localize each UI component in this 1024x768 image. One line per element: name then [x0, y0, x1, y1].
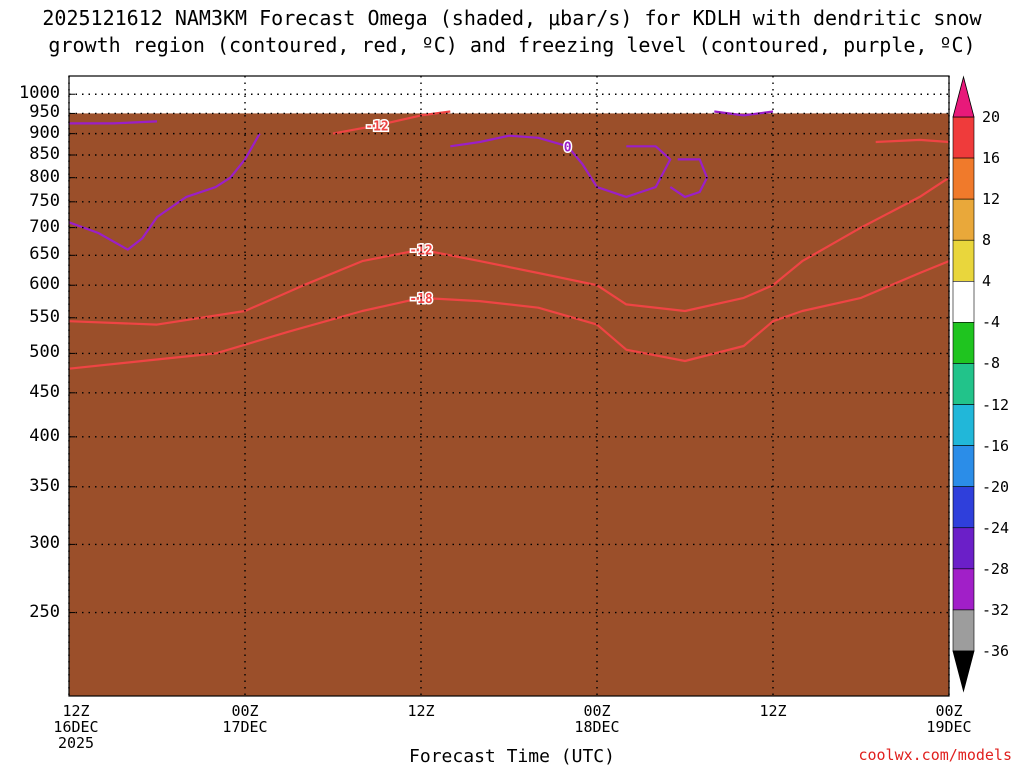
colorbar-bin--4-to-4 [952, 281, 975, 323]
y-tick-label-900: 900 [29, 122, 60, 143]
colorbar-label--20: -20 [982, 477, 1010, 496]
x-axis-title: Forecast Time (UTC) [409, 746, 615, 767]
colorbar-bottom-extension [952, 650, 975, 693]
colorbar-bin--28-to--24 [952, 527, 975, 570]
colorbar-label-16: 16 [982, 149, 1001, 168]
y-tick-label-500: 500 [29, 342, 60, 363]
x-tick-label-0: 12Z 16DEC 2025 [53, 702, 99, 752]
colorbar-bin-16-to-20 [952, 116, 975, 159]
y-tick-label-850: 850 [29, 144, 60, 164]
freezing-level-contour-2 [669, 158, 709, 198]
y-tick-label-800: 800 [29, 166, 60, 187]
x-tick-label-5: 00Z 19DEC [926, 702, 972, 736]
colorbar-bin--8-to--4 [952, 322, 975, 364]
colorbar-label--16: -16 [982, 436, 1010, 455]
dgz-contour-0 [68, 260, 950, 370]
y-tick-label-700: 700 [29, 216, 60, 237]
colorbar-bin--36-to--32 [952, 609, 975, 652]
colorbar-label--32: -32 [982, 600, 1010, 619]
y-tick-label-450: 450 [29, 381, 60, 402]
grid-layer [68, 76, 950, 696]
x-tick-label-1: 00Z 17DEC [222, 702, 268, 736]
y-tick-label-750: 750 [29, 190, 60, 211]
y-tick-label-350: 350 [29, 475, 60, 496]
y-tick-label-1000: 1000 [19, 83, 60, 104]
y-tick-label-650: 650 [29, 244, 60, 265]
x-tick-label-4: 12Z [759, 702, 787, 720]
ground-fill [69, 113, 949, 696]
x-tick-label-2: 12Z [407, 702, 435, 720]
chart-title-line-2: growth region (contoured, red, ºC) and f… [48, 33, 976, 57]
colorbar-bin-4-to-8 [952, 239, 975, 282]
freezing-level-contour-4 [714, 110, 774, 117]
y-tick-label-300: 300 [29, 533, 60, 554]
colorbar-label-12: 12 [982, 190, 1001, 209]
dgz-contour-label-0: -18 [409, 292, 433, 307]
colorbar-label--12: -12 [982, 395, 1010, 414]
y-tick-label-550: 550 [29, 306, 60, 327]
colorbar-label--24: -24 [982, 518, 1010, 537]
colorbar-bin--16-to--12 [952, 404, 975, 446]
dgz-contour-3 [875, 138, 950, 144]
freezing-level-contour-1 [450, 134, 672, 198]
dgz-contour-label-2: -12 [365, 119, 388, 134]
plot-frame [68, 75, 950, 697]
colorbar-label--28: -28 [982, 559, 1010, 578]
colorbar-bin-12-to-16 [952, 157, 975, 200]
plot-border [68, 75, 950, 697]
colorbar [952, 75, 975, 693]
freezing-level-contour-label-1: 0 [564, 140, 572, 155]
y-tick-label-250: 250 [29, 601, 60, 622]
dgz-contour-2 [332, 110, 451, 135]
colorbar-bin--12-to--8 [952, 363, 975, 405]
colorbar-bin--24-to--20 [952, 486, 975, 529]
colorbar-bin--32-to--28 [952, 568, 975, 611]
y-tick-label-950: 950 [29, 102, 60, 123]
colorbar-label-20: 20 [982, 108, 1001, 126]
colorbar-bin--20-to--16 [952, 445, 975, 487]
y-tick-label-400: 400 [29, 425, 60, 446]
source-credit: coolwx.com/models [858, 746, 1012, 764]
y-tick-label-600: 600 [29, 274, 60, 295]
freezing-level-contour-3 [69, 120, 158, 125]
x-tick-label-3: 00Z 18DEC [574, 702, 620, 736]
colorbar-label--8: -8 [982, 354, 1001, 373]
colorbar-top-extension [952, 75, 975, 118]
colorbar-label-8: 8 [982, 231, 992, 250]
chart-title-line-1: 2025121612 NAM3KM Forecast Omega (shaded… [42, 6, 982, 30]
colorbar-label--36: -36 [982, 642, 1010, 660]
freezing-level-contour-0 [68, 133, 261, 251]
colorbar-label--4: -4 [982, 313, 1001, 332]
colorbar-bin-8-to-12 [952, 198, 975, 241]
ground-layer [69, 113, 949, 696]
colorbar-label-4: 4 [982, 272, 992, 291]
